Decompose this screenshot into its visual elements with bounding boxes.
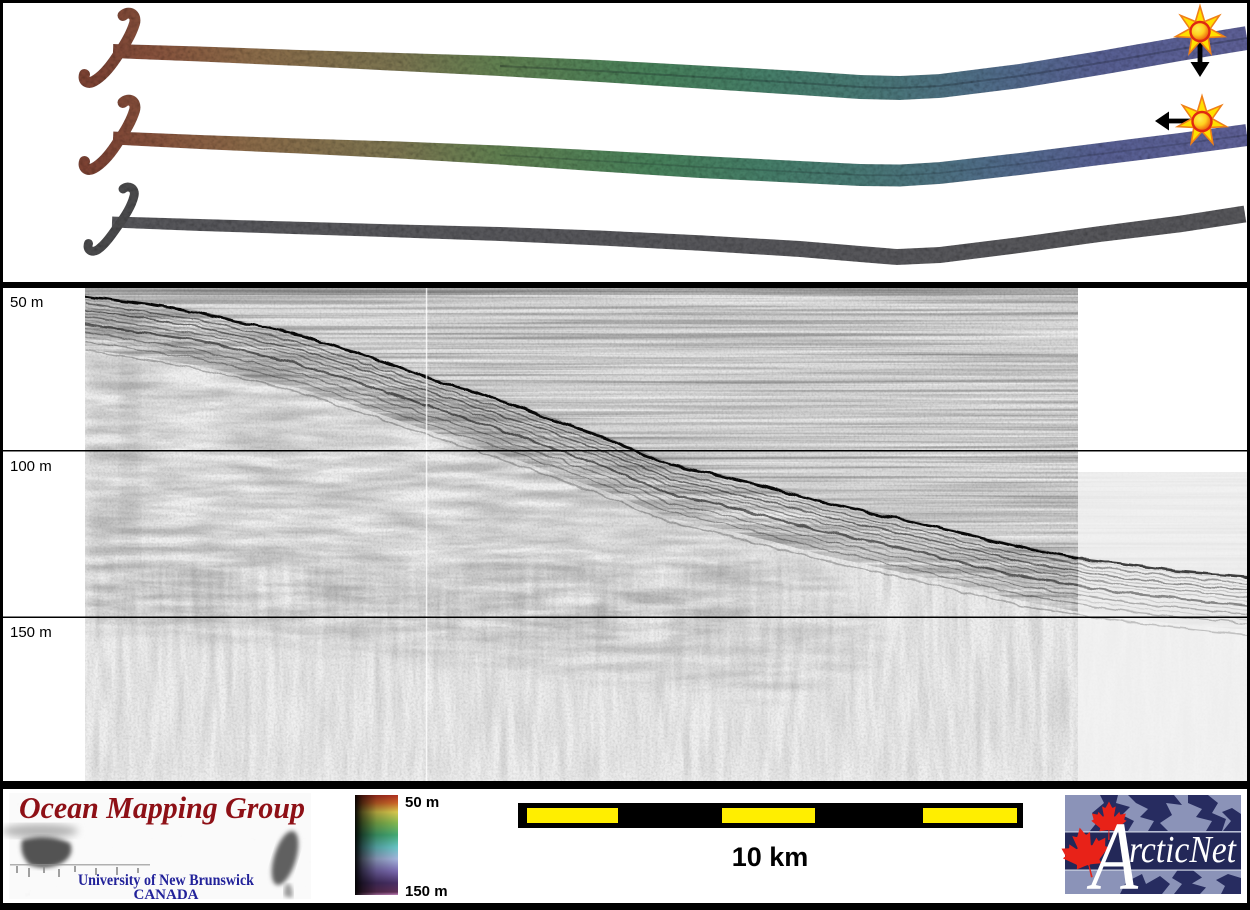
svg-text:rcticNet: rcticNet xyxy=(1129,829,1237,871)
svg-text:150 m: 150 m xyxy=(405,883,448,900)
svg-text:150 m: 150 m xyxy=(10,624,52,641)
svg-text:10 km: 10 km xyxy=(732,842,809,872)
svg-text:CANADA: CANADA xyxy=(134,887,199,903)
svg-text:50 m: 50 m xyxy=(10,294,43,311)
svg-text:100 m: 100 m xyxy=(10,458,52,475)
svg-text:50 m: 50 m xyxy=(405,794,439,811)
svg-text:A: A xyxy=(1086,803,1138,903)
svg-text:Ocean Mapping Group: Ocean Mapping Group xyxy=(19,790,305,825)
svg-text:University of New Brunswick: University of New Brunswick xyxy=(78,872,254,889)
